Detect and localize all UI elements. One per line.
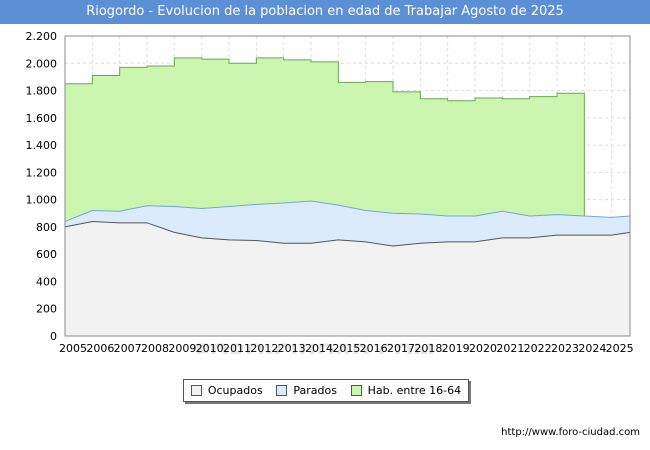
x-tick-label: 2024 <box>578 342 606 354</box>
x-tick-label: 2025 <box>606 342 634 354</box>
watermark: FORO-CIUDAD.COM <box>195 341 435 354</box>
legend-item-parados: Parados <box>276 384 337 397</box>
y-tick-label: 800 <box>36 221 57 234</box>
y-tick-label: 1.000 <box>26 194 58 207</box>
x-tick-label: 2009 <box>168 342 196 354</box>
legend: Ocupados Parados Hab. entre 16-64 <box>183 379 469 402</box>
x-tick-label: 2014 <box>305 342 333 354</box>
legend-item-hab: Hab. entre 16-64 <box>350 384 462 397</box>
y-tick-label: 200 <box>36 303 57 316</box>
legend-label-ocupados: Ocupados <box>207 384 263 397</box>
x-tick-label: 2017 <box>387 342 415 354</box>
footer-url: http://www.foro-ciudad.com <box>501 427 640 438</box>
x-tick-label: 2019 <box>442 342 470 354</box>
x-tick-label: 2022 <box>524 342 552 354</box>
series-line-parados <box>64 200 631 222</box>
x-tick-label: 2007 <box>114 342 142 354</box>
plot-frame <box>64 35 631 337</box>
x-tick-label: 2011 <box>223 342 251 354</box>
chart-title: Riogordo - Evolucion de la poblacion en … <box>0 0 650 24</box>
x-tick-label: 2020 <box>469 342 497 354</box>
x-tick-label: 2008 <box>141 342 169 354</box>
legend-label-parados: Parados <box>293 384 337 397</box>
x-tick-label: 2021 <box>496 342 524 354</box>
y-tick-label: 2.200 <box>26 30 58 43</box>
x-tick-label: 2015 <box>332 342 360 354</box>
x-tick-label: 2016 <box>360 342 388 354</box>
y-tick-label: 1.200 <box>26 166 58 179</box>
series-area-ocupados <box>65 221 630 336</box>
x-tick-label: 2023 <box>551 342 579 354</box>
x-tick-label: 2010 <box>196 342 224 354</box>
legend-item-ocupados: Ocupados <box>190 384 263 397</box>
y-tick-label: 400 <box>36 275 57 288</box>
x-tick-label: 2018 <box>414 342 442 354</box>
x-tick-label: 2013 <box>278 342 306 354</box>
y-tick-label: 600 <box>36 248 57 261</box>
y-tick-label: 2.000 <box>26 57 58 70</box>
legend-swatch-hab <box>350 385 362 396</box>
x-tick-label: 2005 <box>59 342 87 354</box>
y-tick-label: 0 <box>50 330 57 343</box>
x-tick-label: 2012 <box>250 342 278 354</box>
legend-swatch-ocupados <box>190 385 202 396</box>
y-tick-label: 1.400 <box>26 139 58 152</box>
x-tick-label: 2006 <box>86 342 114 354</box>
legend-swatch-parados <box>276 385 288 396</box>
series-line-ocupados <box>64 220 631 247</box>
y-tick-label: 1.600 <box>26 112 58 125</box>
y-tick-label: 1.800 <box>26 85 58 98</box>
chart: FORO-CIUDAD.COM 0 200 400 600 800 1.000 1.200 1… <box>26 30 634 354</box>
legend-label-hab: Hab. entre 16-64 <box>367 384 462 397</box>
